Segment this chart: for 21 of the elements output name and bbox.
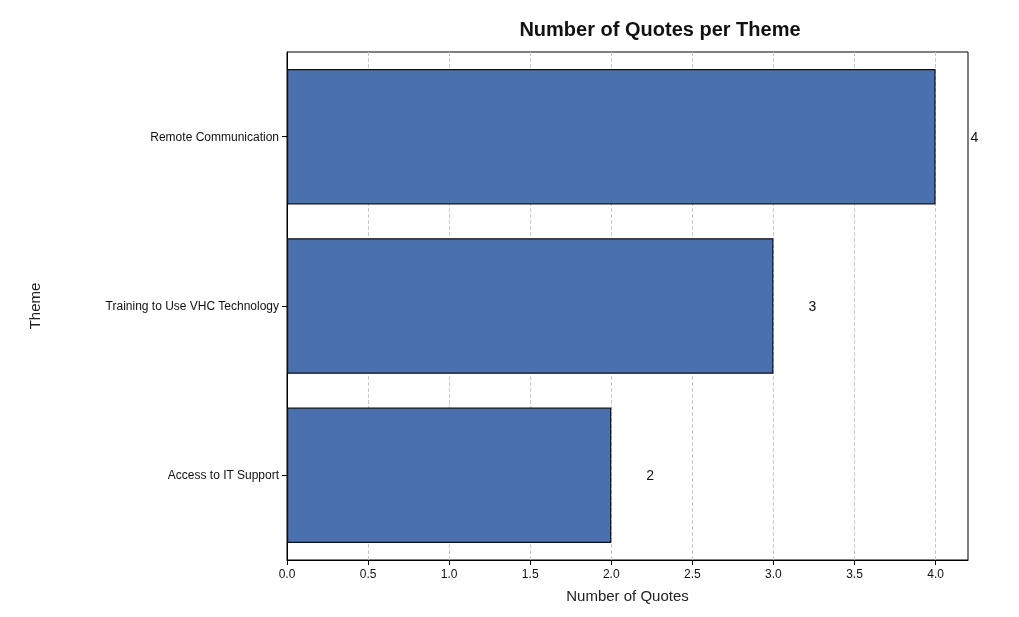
y-axis-title: Theme: [26, 282, 43, 330]
bar: [287, 68, 936, 205]
x-tick-label: 1.5: [521, 567, 539, 581]
x-tick-label: 2.0: [602, 567, 620, 581]
y-tick-label: Access to IT Support: [167, 468, 280, 483]
x-axis-title: Number of Quotes: [566, 587, 689, 604]
x-tick-label: 4.0: [927, 567, 945, 581]
x-tick-label: 1.0: [440, 567, 458, 581]
x-tick-label: 0.0: [278, 567, 296, 581]
x-tick-label: 0.5: [359, 567, 377, 581]
data-label: 3: [808, 298, 817, 314]
y-tick-label: Training to Use VHC Technology: [105, 299, 279, 313]
chart-title: Number of Quotes per Theme: [519, 18, 801, 40]
x-tick-label: 3.0: [765, 567, 783, 581]
data-label: 4: [970, 128, 979, 145]
bar: [287, 238, 774, 374]
data-label: 2: [646, 467, 655, 484]
y-tick-label: Remote Communication: [150, 129, 279, 144]
x-tick-label: 2.5: [684, 567, 702, 581]
x-tick-label: 3.5: [846, 567, 864, 581]
bar: [287, 407, 612, 544]
